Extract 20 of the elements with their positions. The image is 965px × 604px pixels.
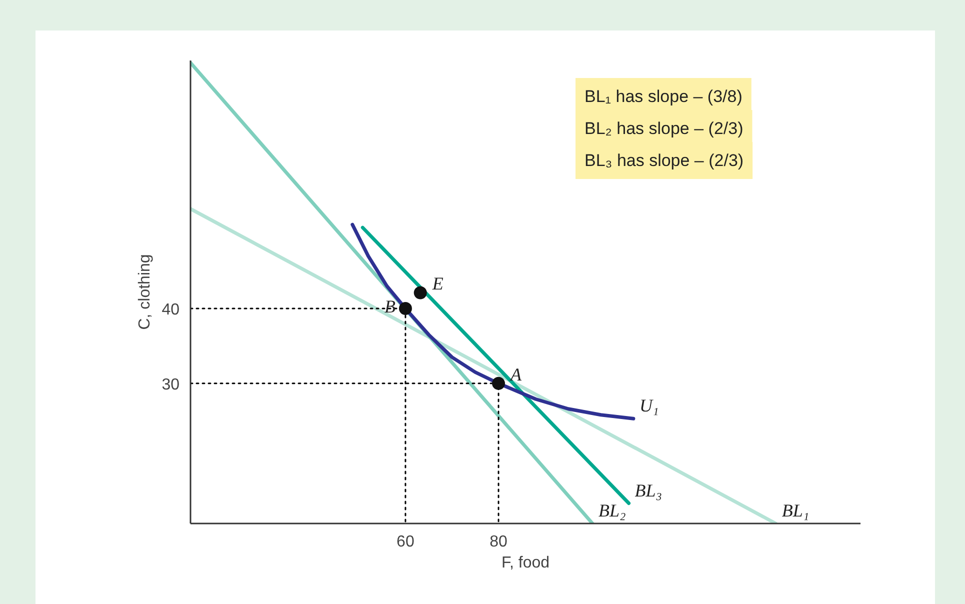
annotation: BL₃ has slope – (2/3) bbox=[584, 151, 744, 170]
series-label: U₁ bbox=[639, 396, 659, 416]
y-axis-title: C, clothing bbox=[136, 254, 154, 330]
x-tick-label: 60 bbox=[396, 534, 414, 550]
annotation: BL₂ has slope – (2/3) bbox=[584, 119, 744, 138]
y-tick-label: 40 bbox=[162, 301, 180, 318]
y-tick-label: 30 bbox=[162, 376, 180, 394]
point bbox=[492, 376, 506, 390]
line-series bbox=[350, 222, 636, 420]
series-label: BL₂ bbox=[598, 500, 626, 520]
annotation: BL₁ has slope – (3/8) bbox=[584, 87, 742, 106]
annotation: B bbox=[384, 296, 396, 316]
annotation: A bbox=[510, 364, 523, 384]
annotation: E bbox=[431, 274, 444, 294]
x-axis-title: F, food bbox=[501, 554, 550, 572]
x-tick-label: 80 bbox=[490, 534, 508, 550]
series-label: BL₁ bbox=[782, 500, 810, 520]
point bbox=[414, 286, 427, 300]
point bbox=[398, 302, 412, 315]
series-label: BL₃ bbox=[634, 480, 662, 500]
